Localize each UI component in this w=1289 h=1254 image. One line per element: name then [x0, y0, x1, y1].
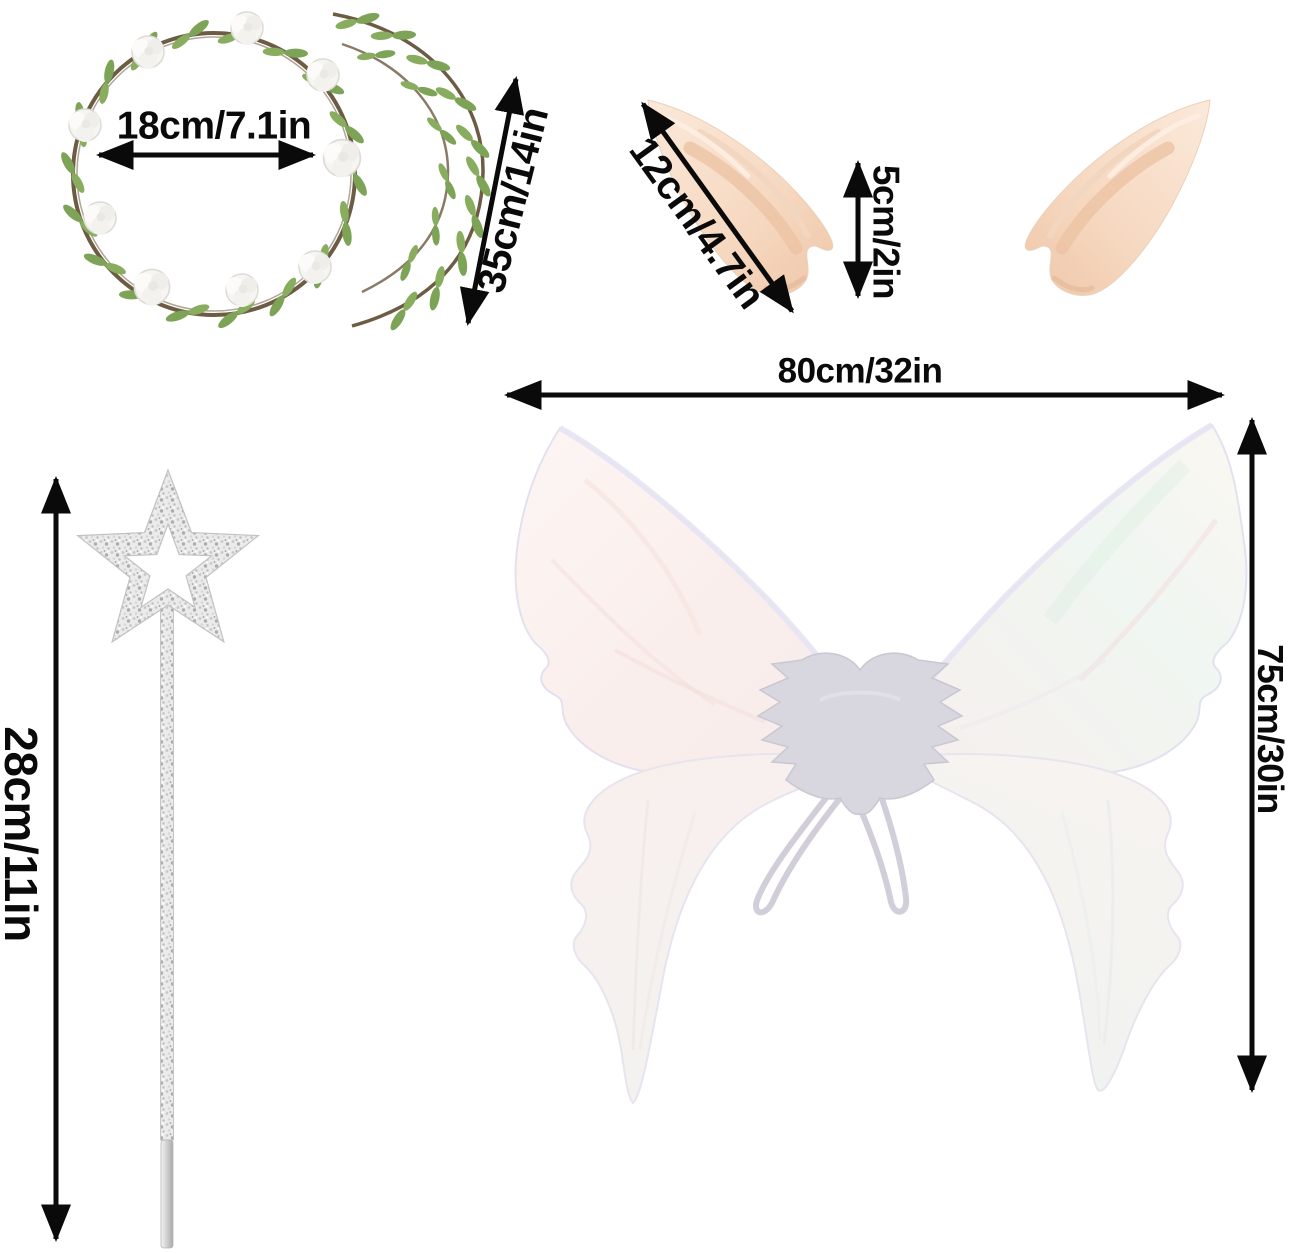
- crown-flowers: [68, 11, 362, 308]
- wand-shaft: [160, 599, 174, 1141]
- upper-right-wing: [906, 423, 1248, 779]
- elf-ear-right-graphic: [1025, 100, 1210, 295]
- wand-length-label: 28cm/11in: [0, 726, 47, 942]
- crown-vine-arrow: [459, 76, 525, 326]
- ear-length-arrow: [640, 101, 795, 314]
- wing-height-label: 75cm/30in: [1250, 644, 1289, 814]
- ear-height-label: 5cm/2in: [865, 164, 907, 300]
- wand-star: [76, 468, 260, 644]
- wing-straps: [753, 777, 910, 916]
- lower-left-wing: [570, 752, 849, 1105]
- flower-crown-graphic: [58, 11, 370, 332]
- wand-handle-tip: [160, 1139, 174, 1249]
- wing-center-body: [756, 652, 964, 816]
- crown-diameter-label: 18cm/7.1in: [116, 104, 312, 148]
- wing-width-label: 80cm/32in: [777, 351, 943, 391]
- star-wand-graphic: [76, 468, 260, 1249]
- measurement-arrows: [41, 76, 1267, 1243]
- fairy-wings-graphic: [514, 422, 1248, 1105]
- lower-right-wing: [911, 753, 1184, 1092]
